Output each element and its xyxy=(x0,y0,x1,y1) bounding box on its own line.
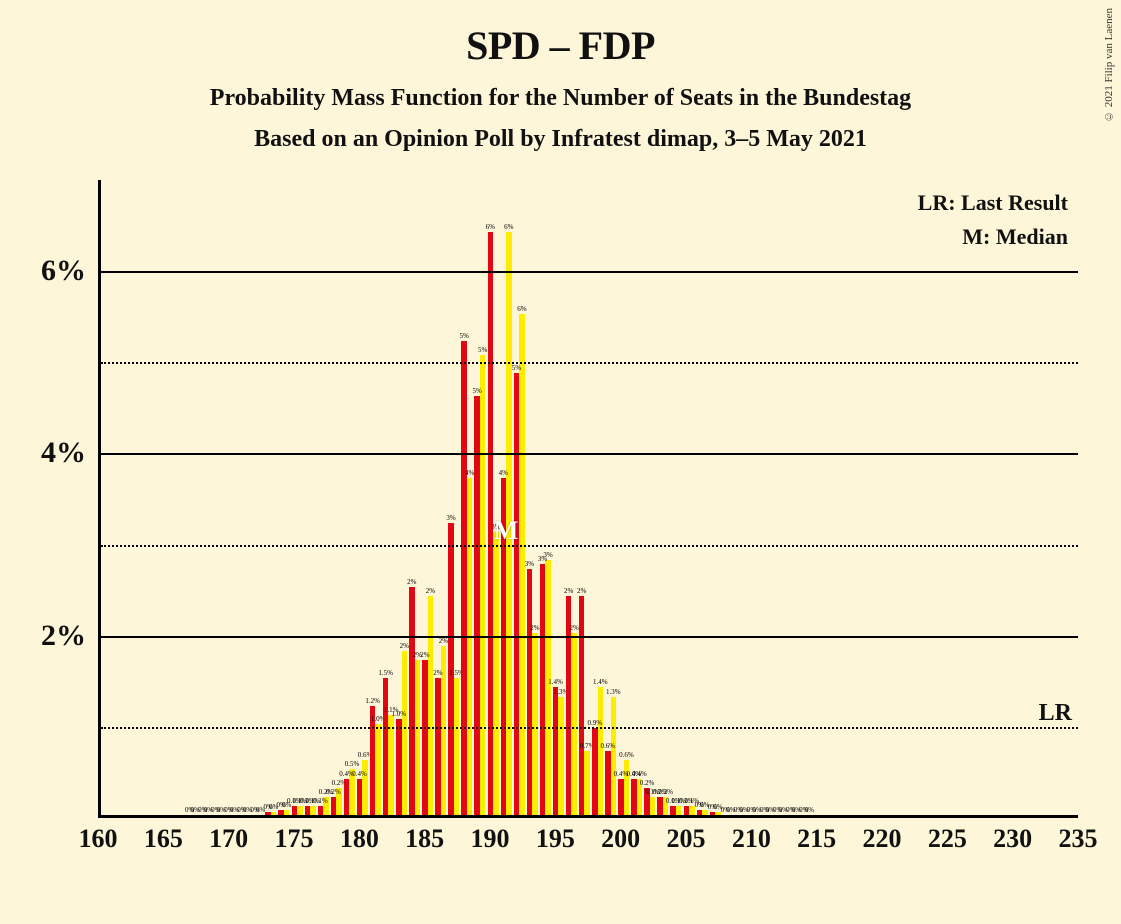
x-tick-label: 160 xyxy=(79,824,118,854)
bar-label-red: 0.1% xyxy=(313,797,328,805)
bar-yellow xyxy=(558,697,564,815)
bar-yellow xyxy=(467,478,473,815)
x-tick-label: 190 xyxy=(471,824,510,854)
bar-label-yellow: 0.6% xyxy=(619,751,634,759)
bar-label-red: 2% xyxy=(407,578,416,586)
bar-label-red: 5% xyxy=(459,332,468,340)
x-tick-label: 165 xyxy=(144,824,183,854)
gridline-minor xyxy=(101,362,1078,364)
copyright-text: © 2021 Filip van Laenen xyxy=(1103,8,1115,122)
title-block: SPD – FDP Probability Mass Function for … xyxy=(0,0,1121,153)
bar-label-yellow: 1.4% xyxy=(593,678,608,686)
bar-label-red: 2% xyxy=(420,651,429,659)
gridline-minor xyxy=(101,545,1078,547)
y-tick-label: 4% xyxy=(26,436,86,470)
x-tick-label: 175 xyxy=(275,824,314,854)
x-tick-label: 205 xyxy=(667,824,706,854)
bar-label-yellow: 3% xyxy=(543,551,552,559)
x-tick-label: 170 xyxy=(209,824,248,854)
bar-yellow xyxy=(428,596,434,815)
bar-label-yellow: 6% xyxy=(517,305,526,313)
bar-yellow xyxy=(454,678,460,815)
bar-label-yellow: 2% xyxy=(439,637,448,645)
bar-label-yellow: 5% xyxy=(478,346,487,354)
bar-yellow xyxy=(362,760,368,815)
x-tick-label: 200 xyxy=(601,824,640,854)
x-tick-label: 215 xyxy=(797,824,836,854)
bar-label-red: 1.4% xyxy=(548,678,563,686)
bar-label-red: 5% xyxy=(473,387,482,395)
bar-yellow xyxy=(493,532,499,815)
y-tick-label: 2% xyxy=(26,619,86,653)
bar-label-red: 4% xyxy=(499,469,508,477)
median-mark: M xyxy=(494,516,519,546)
lr-label: LR xyxy=(1039,700,1072,727)
x-tick-label: 180 xyxy=(340,824,379,854)
bar-label-yellow: 0.5% xyxy=(345,760,360,768)
bar-label-red: 2% xyxy=(577,587,586,595)
bar-yellow xyxy=(284,810,290,815)
bar-yellow xyxy=(415,660,421,815)
bar-yellow xyxy=(611,697,617,815)
bar-label-red: 0.6% xyxy=(601,742,616,750)
bar-yellow xyxy=(584,751,590,815)
bar-label-red: 1.2% xyxy=(365,697,380,705)
bar-label-red: 1.0% xyxy=(391,710,406,718)
bar-label-red: 6% xyxy=(486,223,495,231)
chart-title: SPD – FDP xyxy=(0,22,1121,69)
bar-label-red: 2% xyxy=(433,669,442,677)
bar-label-yellow: 2% xyxy=(569,624,578,632)
x-axis: 1601651701751801851901952002052102152202… xyxy=(98,824,1078,860)
chart-subtitle-1: Probability Mass Function for the Number… xyxy=(0,85,1121,112)
bar-label-red: 1.5% xyxy=(378,669,393,677)
plot-area: LR: Last Result M: Median 0%0%0%0%0%0%0%… xyxy=(98,180,1078,818)
bar-yellow xyxy=(571,633,577,815)
bar-yellow xyxy=(271,812,277,815)
bars-container: 0%0%0%0%0%0%0%0%0%0%0%0%0%0%0%0%0.1%0.1%… xyxy=(101,180,1078,815)
bar-label-yellow: 0.4% xyxy=(632,770,647,778)
bar-yellow xyxy=(650,797,656,815)
chart-area: LR: Last Result M: Median 0%0%0%0%0%0%0%… xyxy=(30,180,1090,860)
bar-yellow xyxy=(388,715,394,815)
bar-label-red: 0.4% xyxy=(352,770,367,778)
bar-label-yellow: 1.3% xyxy=(606,688,621,696)
bar-yellow xyxy=(480,355,486,815)
bar-label-yellow: 6% xyxy=(504,223,513,231)
bar-yellow xyxy=(598,687,604,815)
gridline-major xyxy=(101,636,1078,638)
x-tick-label: 185 xyxy=(405,824,444,854)
x-tick-label: 210 xyxy=(732,824,771,854)
bar-yellow xyxy=(545,560,551,815)
bar-label-yellow: 2% xyxy=(426,587,435,595)
bar-label-yellow: 0% xyxy=(805,806,814,814)
y-tick-label: 6% xyxy=(26,254,86,288)
bar-yellow xyxy=(402,651,408,815)
bar-label-red: 3% xyxy=(525,560,534,568)
x-tick-label: 225 xyxy=(928,824,967,854)
bar-label-red: 3% xyxy=(446,514,455,522)
bar-yellow xyxy=(532,633,538,815)
x-tick-label: 235 xyxy=(1059,824,1098,854)
bar-yellow xyxy=(375,724,381,815)
bar-label-red: 0.2% xyxy=(640,779,655,787)
bar-label-yellow: 4% xyxy=(465,469,474,477)
bar-yellow xyxy=(310,806,316,815)
bar-label-yellow: 2% xyxy=(530,624,539,632)
bar-yellow xyxy=(297,806,303,815)
bar-label-yellow: 2% xyxy=(400,642,409,650)
x-tick-label: 195 xyxy=(536,824,575,854)
bar-label-red: 2% xyxy=(564,587,573,595)
bar-yellow xyxy=(676,806,682,815)
bar-label-yellow: 0.2% xyxy=(658,788,673,796)
lr-line xyxy=(101,727,1078,729)
gridline-major xyxy=(101,453,1078,455)
gridline-major xyxy=(101,271,1078,273)
bar-yellow xyxy=(624,760,630,815)
chart-subtitle-2: Based on an Opinion Poll by Infratest di… xyxy=(0,126,1121,153)
bar-label-red: 5% xyxy=(512,364,521,372)
x-tick-label: 220 xyxy=(863,824,902,854)
bar-label-red: 0.2% xyxy=(326,788,341,796)
x-tick-label: 230 xyxy=(993,824,1032,854)
